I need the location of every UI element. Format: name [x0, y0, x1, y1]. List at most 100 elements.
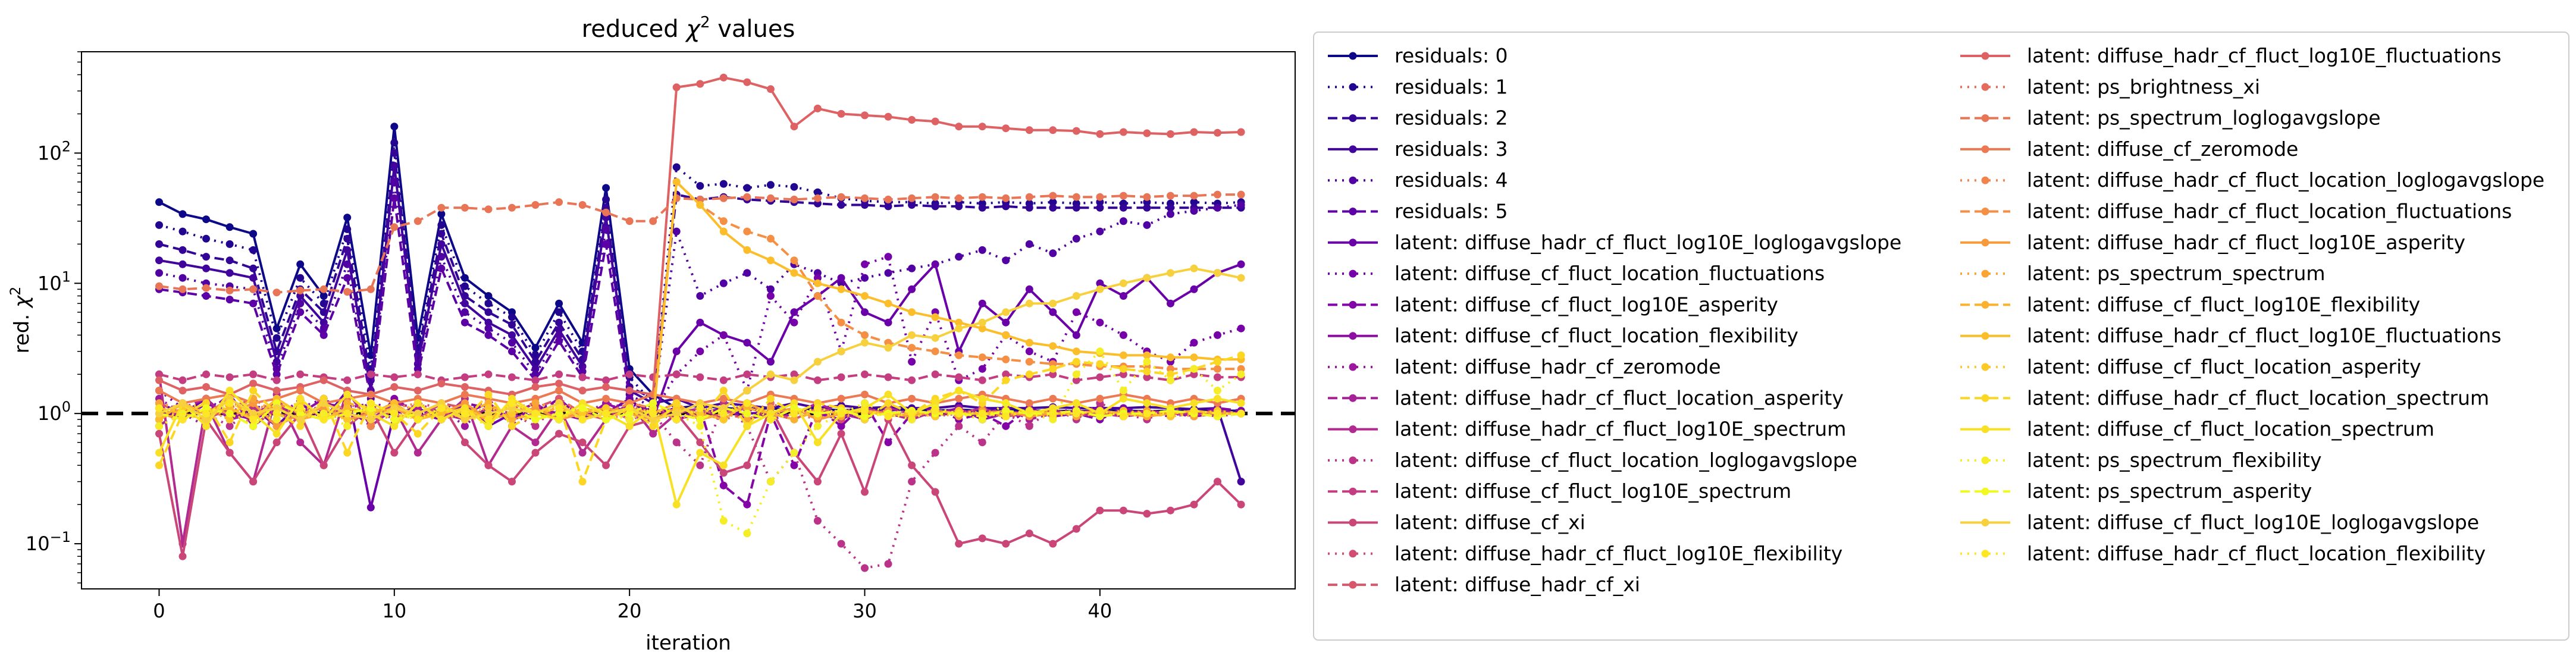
data-point [1214, 409, 1221, 418]
data-point [272, 334, 281, 342]
data-point [1096, 130, 1104, 138]
series-27 [155, 178, 1245, 424]
y-axis-label: red. χ2 [7, 287, 34, 354]
data-point [1049, 540, 1057, 548]
data-point [649, 415, 657, 424]
legend-swatch-marker [1349, 363, 1357, 371]
data-point [1237, 260, 1245, 268]
legend-label: latent: diffuse_cf_fluct_log10E_loglogav… [2027, 511, 2479, 534]
data-point [413, 370, 422, 378]
data-point [931, 313, 939, 321]
data-point [1143, 409, 1151, 418]
data-point [790, 308, 798, 316]
plot-frame [81, 51, 1296, 589]
data-point [649, 217, 657, 225]
data-point [837, 540, 845, 548]
data-point [437, 240, 446, 248]
data-point [884, 399, 892, 407]
data-point [413, 415, 422, 424]
data-point [249, 409, 258, 418]
data-point [861, 412, 869, 421]
data-point [249, 387, 258, 395]
legend-label: latent: diffuse_hadr_cf_fluct_location_f… [2027, 542, 2486, 565]
data-point [696, 318, 704, 327]
legend-item: residuals: 0 [1328, 44, 1508, 67]
legend-item: latent: diffuse_cf_fluct_log10E_loglogav… [1960, 511, 2479, 534]
data-point [1049, 394, 1057, 403]
data-point [602, 394, 610, 403]
data-point [1025, 285, 1033, 293]
data-point [719, 387, 728, 395]
data-point [649, 429, 657, 438]
data-point [1049, 342, 1057, 350]
data-point [813, 357, 822, 366]
data-point [813, 422, 822, 430]
data-point [460, 390, 469, 399]
data-point [602, 461, 610, 469]
data-point [390, 123, 399, 131]
data-point [602, 208, 610, 217]
data-point [296, 415, 305, 424]
data-point [931, 449, 939, 457]
data-point [719, 376, 728, 384]
legend-swatch-marker [1349, 487, 1357, 495]
data-point [602, 415, 610, 424]
data-point [484, 415, 493, 424]
data-point [249, 285, 258, 293]
data-point [1190, 207, 1198, 215]
legend-item: residuals: 3 [1328, 137, 1508, 161]
data-point [861, 331, 869, 339]
data-point [719, 415, 728, 424]
data-point [413, 399, 422, 407]
data-point [1025, 203, 1033, 212]
data-point [719, 409, 728, 418]
data-point [460, 383, 469, 391]
data-point [155, 415, 163, 424]
data-point [1214, 128, 1221, 137]
data-point [531, 383, 540, 391]
data-point [743, 227, 751, 236]
data-point [272, 438, 281, 447]
data-point [931, 202, 939, 211]
data-point [1190, 370, 1198, 378]
data-point [460, 422, 469, 430]
data-point [1002, 331, 1010, 339]
data-point [696, 182, 704, 190]
data-point [578, 409, 587, 418]
data-point [1214, 365, 1221, 373]
data-point [813, 279, 822, 287]
legend-label: latent: diffuse_hadr_cf_fluct_log10E_log… [1394, 231, 1901, 254]
legend-swatch-marker [1981, 332, 1989, 340]
data-point [508, 338, 516, 347]
data-point [1025, 126, 1033, 134]
data-point [1119, 292, 1127, 300]
data-point [390, 223, 399, 231]
data-point [1143, 510, 1151, 518]
data-point [1025, 407, 1033, 415]
data-point [508, 409, 516, 418]
data-point [978, 123, 986, 131]
legend-items: residuals: 0 residuals: 1 residuals: 2 resi… [1328, 44, 2544, 596]
data-point [696, 292, 704, 300]
data-point [1049, 203, 1057, 212]
legend-swatch-marker [1349, 394, 1357, 402]
data-point [861, 111, 869, 120]
data-point [743, 338, 751, 347]
data-point [225, 223, 234, 231]
data-point [908, 461, 916, 469]
data-point [978, 203, 986, 212]
y-tick-label: 102 [37, 138, 71, 164]
data-point [766, 181, 775, 189]
data-point [413, 449, 422, 457]
data-point [1143, 351, 1151, 359]
data-point [437, 264, 446, 272]
data-point [155, 282, 163, 290]
data-point [766, 357, 775, 366]
data-point [555, 380, 563, 388]
data-point [837, 409, 845, 418]
legend-item: latent: diffuse_cf_fluct_location_flexib… [1328, 324, 1798, 347]
data-point [319, 409, 328, 418]
data-point [1049, 409, 1057, 418]
data-point [602, 184, 610, 192]
data-point [813, 376, 822, 384]
